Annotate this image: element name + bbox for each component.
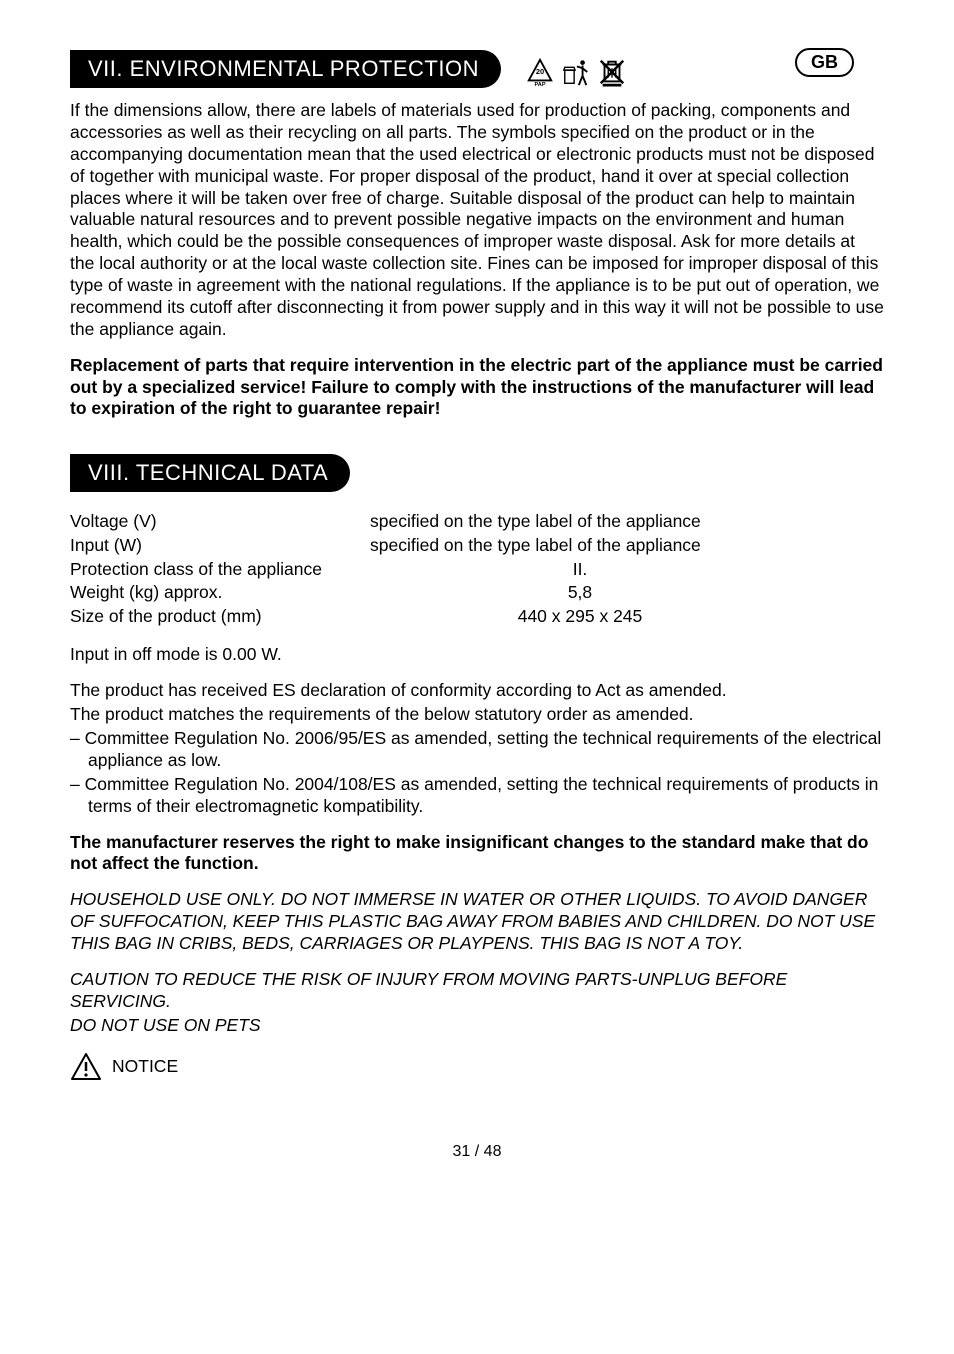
section-7-title: VII. ENVIRONMENTAL PROTECTION	[70, 50, 501, 88]
off-mode-text: Input in off mode is 0.00 W.	[70, 644, 884, 666]
replacement-warning: Replacement of parts that require interv…	[70, 355, 884, 421]
notice-row: NOTICE	[70, 1051, 884, 1083]
pets-text: DO NOT USE ON PETS	[70, 1015, 884, 1037]
svg-text:20: 20	[536, 67, 544, 76]
conformity-2: The product matches the requirements of …	[70, 704, 884, 726]
list-item: – Committee Regulation No. 2004/108/ES a…	[70, 774, 884, 818]
conformity-1: The product has received ES declaration …	[70, 680, 884, 702]
tech-label: Weight (kg) approx.	[70, 581, 370, 605]
warning-triangle-icon	[70, 1051, 102, 1083]
svg-text:PAP: PAP	[535, 82, 546, 87]
tech-label: Protection class of the appliance	[70, 558, 370, 582]
waste-bin-person-icon	[561, 57, 591, 87]
notice-label: NOTICE	[112, 1056, 178, 1077]
tech-value: 440 x 295 x 245	[370, 605, 790, 629]
technical-data-table: Voltage (V) specified on the type label …	[70, 510, 884, 628]
page-number: 31 / 48	[70, 1143, 884, 1161]
tech-label: Voltage (V)	[70, 510, 370, 534]
crossed-bin-icon	[597, 57, 627, 87]
caution-text: CAUTION TO REDUCE THE RISK OF INJURY FRO…	[70, 969, 884, 1013]
page-root: GB VII. ENVIRONMENTAL PROTECTION 20 PAP	[70, 30, 884, 1161]
tech-value: 5,8	[370, 581, 790, 605]
section-7-body: If the dimensions allow, there are label…	[70, 100, 884, 341]
household-warning: HOUSEHOLD USE ONLY. DO NOT IMMERSE IN WA…	[70, 889, 884, 955]
list-item: – Committee Regulation No. 2006/95/ES as…	[70, 728, 884, 772]
country-badge: GB	[795, 48, 854, 77]
recycle-triangle-icon: 20 PAP	[525, 57, 555, 87]
tech-label: Input (W)	[70, 534, 370, 558]
tech-value: specified on the type label of the appli…	[370, 534, 884, 558]
manufacturer-reserve: The manufacturer reserves the right to m…	[70, 832, 884, 876]
section-7-header-row: VII. ENVIRONMENTAL PROTECTION 20 PAP	[70, 30, 884, 100]
section-8-title: VIII. TECHNICAL DATA	[70, 454, 350, 492]
recycle-icons-row: 20 PAP	[525, 57, 627, 87]
tech-label: Size of the product (mm)	[70, 605, 370, 629]
regulation-list: – Committee Regulation No. 2006/95/ES as…	[70, 728, 884, 818]
tech-value: II.	[370, 558, 790, 582]
tech-value: specified on the type label of the appli…	[370, 510, 884, 534]
